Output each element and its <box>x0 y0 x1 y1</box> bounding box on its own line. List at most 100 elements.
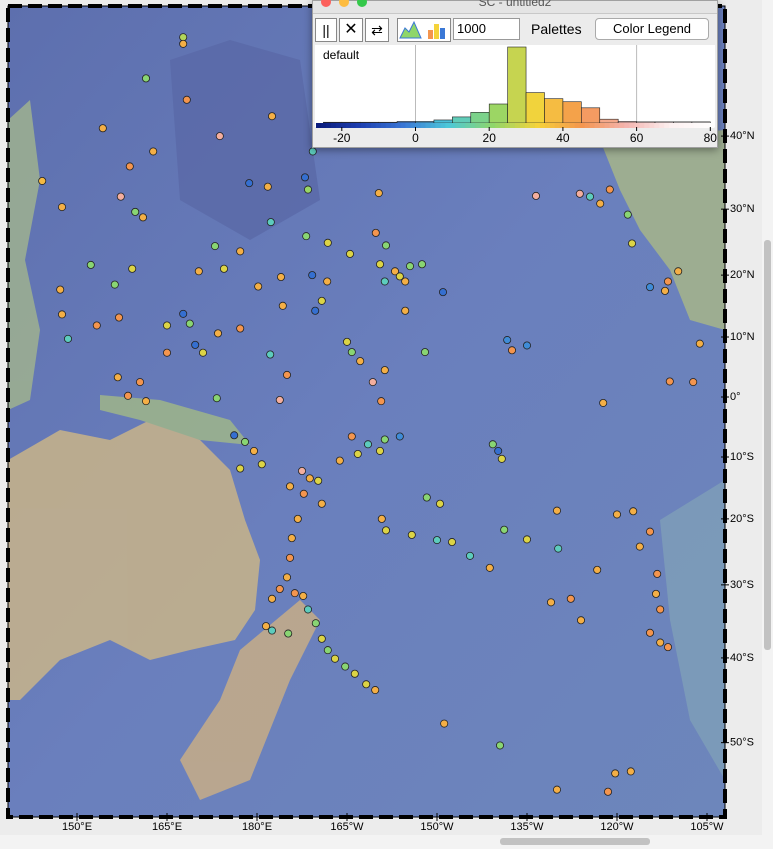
data-point <box>494 446 503 455</box>
minimize-button[interactable] <box>339 0 349 7</box>
data-point <box>267 594 276 603</box>
data-point <box>420 348 429 357</box>
title-bar: SC - untitled2 <box>313 0 717 14</box>
x-tick-label: 150°W <box>420 821 454 833</box>
data-point <box>282 370 291 379</box>
histogram-bar <box>654 121 674 124</box>
data-point <box>586 192 595 201</box>
histogram-bar <box>544 98 564 124</box>
data-point <box>381 526 390 535</box>
colorbar-segment <box>704 123 710 128</box>
data-point <box>628 239 637 248</box>
colorbar-segment <box>465 123 471 128</box>
data-point <box>390 267 399 276</box>
data-point <box>263 182 272 191</box>
data-point <box>596 199 605 208</box>
colorbar-segment <box>345 123 352 128</box>
color-legend-button[interactable]: Color Legend <box>595 18 709 40</box>
data-point <box>308 147 317 156</box>
colorbar <box>316 123 715 128</box>
histogram-bar <box>636 121 656 124</box>
view-toggles[interactable] <box>397 18 451 42</box>
colorbar-segment <box>604 123 611 128</box>
data-point <box>124 391 133 400</box>
horizontal-scroll-thumb[interactable] <box>500 838 650 845</box>
tool-bars[interactable]: || <box>315 18 337 42</box>
data-point <box>182 95 191 104</box>
vertical-scroll-thumb[interactable] <box>764 240 771 650</box>
data-point <box>599 398 608 407</box>
data-point <box>293 514 302 523</box>
data-point <box>240 437 249 446</box>
data-point <box>371 228 380 237</box>
histogram-bar <box>507 46 527 124</box>
colorbar-segment <box>450 123 456 128</box>
data-point <box>395 272 404 281</box>
y-tick-label: 30°S <box>730 579 754 591</box>
data-point <box>335 456 344 465</box>
data-point <box>368 378 377 387</box>
colorbar-segment <box>594 123 601 128</box>
data-point <box>656 638 665 647</box>
data-point <box>554 544 563 553</box>
histogram-bar <box>488 103 508 124</box>
histogram-bar <box>452 116 472 124</box>
data-point <box>297 466 306 475</box>
colorbar-segment <box>410 123 416 128</box>
horizontal-scrollbar[interactable] <box>0 835 773 849</box>
colorbar-segment <box>430 123 436 128</box>
colorbar-segment <box>519 123 526 128</box>
data-point <box>179 309 188 318</box>
data-point <box>116 192 125 201</box>
data-point <box>308 271 317 280</box>
data-point <box>236 247 245 256</box>
data-point <box>652 589 661 598</box>
data-point <box>302 232 311 241</box>
data-point <box>236 324 245 333</box>
data-point <box>646 283 655 292</box>
data-point <box>303 605 312 614</box>
data-point <box>162 321 171 330</box>
x-tick-label: 40 <box>556 131 570 145</box>
data-point <box>356 357 365 366</box>
tool-swap[interactable]: ⇄ <box>365 18 389 42</box>
histogram-bar <box>617 121 637 124</box>
colorbar-segment <box>385 123 392 128</box>
colorbar-segment <box>529 123 536 128</box>
colorbar-segment <box>669 123 675 128</box>
data-point <box>135 378 144 387</box>
colorbar-segment <box>455 123 461 128</box>
colorbar-segment <box>709 123 715 128</box>
tool-clear[interactable]: ✕ <box>339 18 363 42</box>
y-tick-label: 30°N <box>730 203 755 215</box>
zoom-button[interactable] <box>357 0 367 7</box>
data-point <box>141 397 150 406</box>
colorbar-segment <box>485 123 491 128</box>
data-point <box>507 346 516 355</box>
colorbar-segment <box>674 123 680 128</box>
data-point <box>611 769 620 778</box>
colorbar-segment <box>614 123 620 128</box>
data-point <box>194 267 203 276</box>
data-point <box>435 499 444 508</box>
x-tick-label: -20 <box>333 131 351 145</box>
toggle-curve-icon <box>399 20 422 39</box>
colorbar-segment <box>480 123 486 128</box>
colorbar-segment <box>335 123 342 128</box>
data-point <box>275 585 284 594</box>
x-tick-label: 80 <box>704 131 717 145</box>
data-point <box>86 260 95 269</box>
close-button[interactable] <box>321 0 331 7</box>
count-field[interactable]: 1000 <box>453 18 520 40</box>
data-point <box>345 249 354 258</box>
colorbar-segment <box>684 123 690 128</box>
colorbar-segment <box>549 123 556 128</box>
colorbar-segment <box>584 123 591 128</box>
colorbar-segment <box>694 123 700 128</box>
data-point <box>341 662 350 671</box>
colorbar-segment <box>624 123 630 128</box>
y-tick-label: 20°N <box>730 269 755 281</box>
colorbar-segment <box>325 123 332 128</box>
australia <box>8 420 260 700</box>
